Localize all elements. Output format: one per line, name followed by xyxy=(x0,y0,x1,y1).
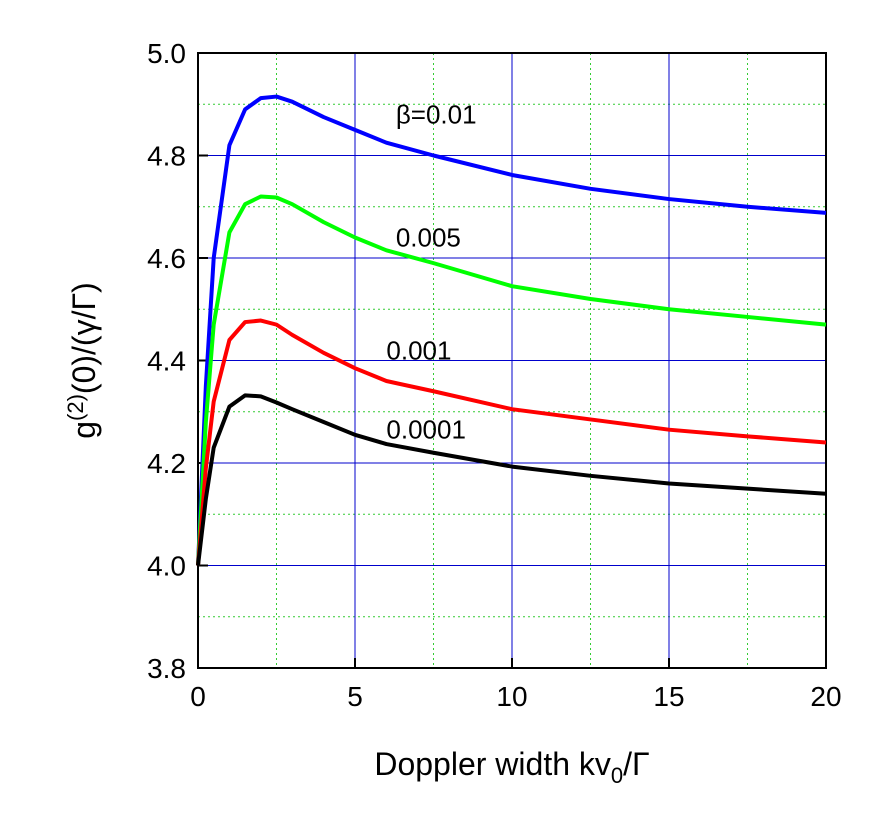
y-axis-label: g(2)(0)/(γ/Γ) xyxy=(63,282,102,439)
data-line xyxy=(196,94,827,566)
series-label: 0.001 xyxy=(386,335,451,365)
y-axis-label-sup: (2) xyxy=(63,394,88,421)
y-tick-label: 4.4 xyxy=(147,346,186,377)
series-label: 0.0001 xyxy=(386,415,466,445)
x-tick-label: 5 xyxy=(347,681,363,712)
y-tick-label: 3.8 xyxy=(147,653,186,684)
x-axis-label: Doppler width kv0/Γ xyxy=(374,746,649,788)
y-tick-label: 4.6 xyxy=(147,243,186,274)
data-line xyxy=(196,194,827,566)
data-line xyxy=(196,318,827,566)
plot-frame xyxy=(197,52,827,669)
series-label: β=0.01 xyxy=(396,100,477,130)
x-tick-label: 10 xyxy=(496,681,527,712)
x-tick-label: 15 xyxy=(653,681,684,712)
y-tick-label: 4.2 xyxy=(147,448,186,479)
series-label: 0.005 xyxy=(396,223,461,253)
y-tick-label: 5.0 xyxy=(147,38,186,69)
x-tick-label: 20 xyxy=(810,681,841,712)
data-line xyxy=(196,393,827,566)
y-axis-label-part: (0)/(γ/Γ) xyxy=(66,282,102,394)
x-axis-label-part: /Γ xyxy=(623,746,650,782)
x-axis-label-sub: 0 xyxy=(611,763,623,788)
y-tick-label: 4.8 xyxy=(147,141,186,172)
x-tick-label: 0 xyxy=(190,681,206,712)
x-axis-label-part: Doppler width kv xyxy=(374,746,611,782)
y-tick-label: 4.0 xyxy=(147,551,186,582)
y-axis-label-part: g xyxy=(66,421,102,439)
